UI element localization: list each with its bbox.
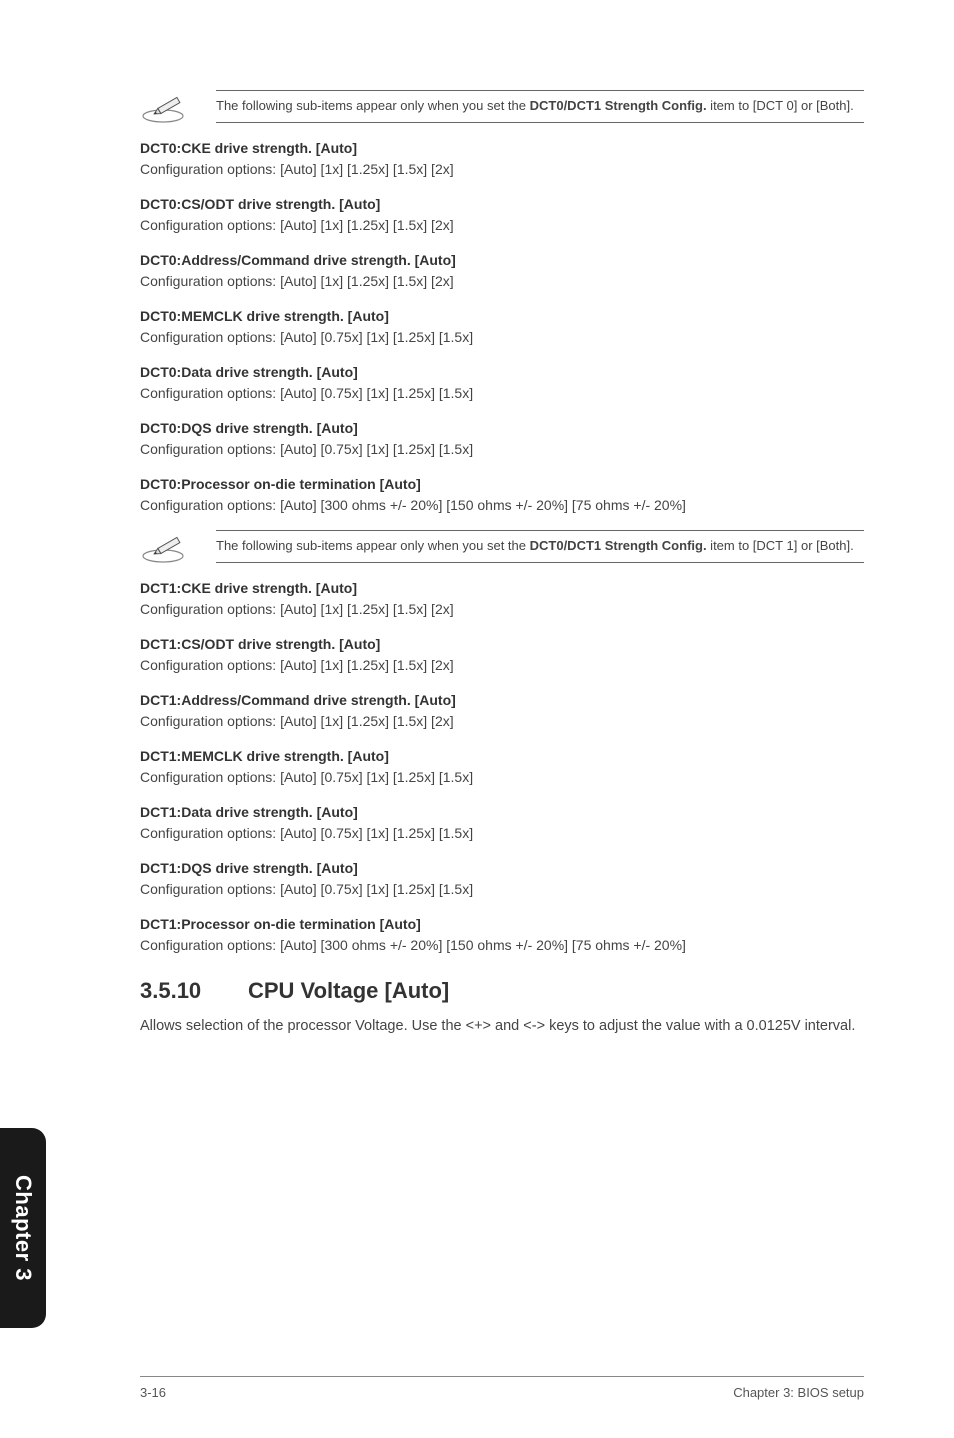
param-body: Configuration options: [Auto] [1x] [1.25…	[140, 655, 864, 676]
param-title: DCT0:DQS drive strength. [Auto]	[140, 418, 864, 439]
param-body: Configuration options: [Auto] [300 ohms …	[140, 935, 864, 956]
param-title: DCT1:Processor on-die termination [Auto]	[140, 914, 864, 935]
param-group: DCT1:CS/ODT drive strength. [Auto]Config…	[140, 634, 864, 676]
pencil-icon	[140, 530, 192, 564]
param-title: DCT1:Data drive strength. [Auto]	[140, 802, 864, 823]
param-body: Configuration options: [Auto] [1x] [1.25…	[140, 215, 864, 236]
note-block: The following sub-items appear only when…	[140, 90, 864, 124]
param-group: DCT0:Data drive strength. [Auto]Configur…	[140, 362, 864, 404]
param-title: DCT0:CKE drive strength. [Auto]	[140, 138, 864, 159]
param-body: Configuration options: [Auto] [0.75x] [1…	[140, 823, 864, 844]
param-group: DCT0:DQS drive strength. [Auto]Configura…	[140, 418, 864, 460]
param-body: Configuration options: [Auto] [0.75x] [1…	[140, 327, 864, 348]
param-group: DCT0:CKE drive strength. [Auto]Configura…	[140, 138, 864, 180]
param-group: DCT1:Address/Command drive strength. [Au…	[140, 690, 864, 732]
page-footer: 3-16 Chapter 3: BIOS setup	[140, 1376, 864, 1400]
param-group: DCT1:MEMCLK drive strength. [Auto]Config…	[140, 746, 864, 788]
note-block: The following sub-items appear only when…	[140, 530, 864, 564]
section-heading: 3.5.10CPU Voltage [Auto]	[140, 978, 864, 1004]
param-group: DCT1:DQS drive strength. [Auto]Configura…	[140, 858, 864, 900]
param-group: DCT1:CKE drive strength. [Auto]Configura…	[140, 578, 864, 620]
param-body: Configuration options: [Auto] [0.75x] [1…	[140, 767, 864, 788]
footer-chapter-title: Chapter 3: BIOS setup	[733, 1385, 864, 1400]
param-body: Configuration options: [Auto] [1x] [1.25…	[140, 159, 864, 180]
note-text: The following sub-items appear only when…	[216, 90, 864, 123]
section-number: 3.5.10	[140, 978, 248, 1004]
chapter-tab: Chapter 3	[0, 1128, 46, 1328]
footer-page-number: 3-16	[140, 1385, 166, 1400]
note-text: The following sub-items appear only when…	[216, 530, 864, 563]
param-group: DCT0:Address/Command drive strength. [Au…	[140, 250, 864, 292]
section-title: CPU Voltage [Auto]	[248, 978, 449, 1003]
param-group: DCT1:Data drive strength. [Auto]Configur…	[140, 802, 864, 844]
param-body: Configuration options: [Auto] [0.75x] [1…	[140, 383, 864, 404]
param-title: DCT1:Address/Command drive strength. [Au…	[140, 690, 864, 711]
param-title: DCT1:CKE drive strength. [Auto]	[140, 578, 864, 599]
param-title: DCT1:DQS drive strength. [Auto]	[140, 858, 864, 879]
param-title: DCT0:Address/Command drive strength. [Au…	[140, 250, 864, 271]
param-body: Configuration options: [Auto] [300 ohms …	[140, 495, 864, 516]
pencil-icon	[140, 90, 192, 124]
param-title: DCT1:CS/ODT drive strength. [Auto]	[140, 634, 864, 655]
section-body: Allows selection of the processor Voltag…	[140, 1016, 864, 1038]
param-body: Configuration options: [Auto] [1x] [1.25…	[140, 599, 864, 620]
param-group: DCT0:Processor on-die termination [Auto]…	[140, 474, 864, 516]
param-body: Configuration options: [Auto] [1x] [1.25…	[140, 271, 864, 292]
param-title: DCT0:CS/ODT drive strength. [Auto]	[140, 194, 864, 215]
param-title: DCT0:Processor on-die termination [Auto]	[140, 474, 864, 495]
param-body: Configuration options: [Auto] [1x] [1.25…	[140, 711, 864, 732]
param-group: DCT0:MEMCLK drive strength. [Auto]Config…	[140, 306, 864, 348]
param-group: DCT1:Processor on-die termination [Auto]…	[140, 914, 864, 956]
param-body: Configuration options: [Auto] [0.75x] [1…	[140, 439, 864, 460]
param-body: Configuration options: [Auto] [0.75x] [1…	[140, 879, 864, 900]
param-title: DCT0:MEMCLK drive strength. [Auto]	[140, 306, 864, 327]
param-title: DCT0:Data drive strength. [Auto]	[140, 362, 864, 383]
chapter-tab-label: Chapter 3	[10, 1175, 36, 1281]
param-group: DCT0:CS/ODT drive strength. [Auto]Config…	[140, 194, 864, 236]
param-title: DCT1:MEMCLK drive strength. [Auto]	[140, 746, 864, 767]
